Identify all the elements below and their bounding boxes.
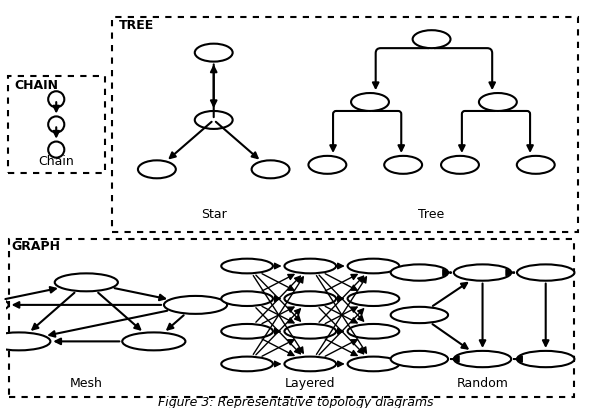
- Text: TREE: TREE: [119, 19, 155, 32]
- Text: GRAPH: GRAPH: [12, 240, 60, 253]
- Circle shape: [48, 142, 65, 157]
- Circle shape: [517, 351, 574, 367]
- Circle shape: [195, 44, 233, 62]
- Circle shape: [479, 93, 517, 111]
- Circle shape: [454, 351, 511, 367]
- Circle shape: [348, 324, 399, 339]
- Circle shape: [0, 296, 9, 314]
- Circle shape: [54, 273, 118, 291]
- Circle shape: [391, 307, 448, 323]
- Text: Mesh: Mesh: [70, 377, 103, 390]
- Circle shape: [48, 91, 65, 107]
- Text: Layered: Layered: [285, 377, 336, 390]
- Circle shape: [454, 264, 511, 281]
- Circle shape: [391, 264, 448, 281]
- Circle shape: [221, 357, 273, 371]
- Circle shape: [441, 156, 479, 174]
- Circle shape: [348, 259, 399, 273]
- Circle shape: [348, 357, 399, 371]
- Text: Chain: Chain: [38, 155, 74, 168]
- Text: Figure 3: Representative topology diagrams: Figure 3: Representative topology diagra…: [158, 396, 434, 408]
- Circle shape: [517, 264, 574, 281]
- Text: Star: Star: [201, 208, 227, 221]
- Circle shape: [384, 156, 422, 174]
- Circle shape: [351, 93, 389, 111]
- Circle shape: [284, 259, 336, 273]
- Circle shape: [138, 160, 176, 178]
- Circle shape: [221, 259, 273, 273]
- Circle shape: [221, 324, 273, 339]
- Circle shape: [122, 333, 185, 350]
- Circle shape: [413, 30, 451, 48]
- Circle shape: [348, 291, 399, 306]
- Circle shape: [284, 357, 336, 371]
- Circle shape: [308, 156, 346, 174]
- Text: Random: Random: [456, 377, 509, 390]
- Circle shape: [195, 111, 233, 129]
- Circle shape: [252, 160, 289, 178]
- Circle shape: [284, 324, 336, 339]
- Text: Tree: Tree: [419, 208, 445, 221]
- Circle shape: [391, 351, 448, 367]
- Circle shape: [164, 296, 227, 314]
- Circle shape: [48, 116, 65, 133]
- Circle shape: [221, 291, 273, 306]
- Circle shape: [0, 333, 50, 350]
- Circle shape: [284, 291, 336, 306]
- Circle shape: [517, 156, 555, 174]
- Text: CHAIN: CHAIN: [14, 79, 58, 92]
